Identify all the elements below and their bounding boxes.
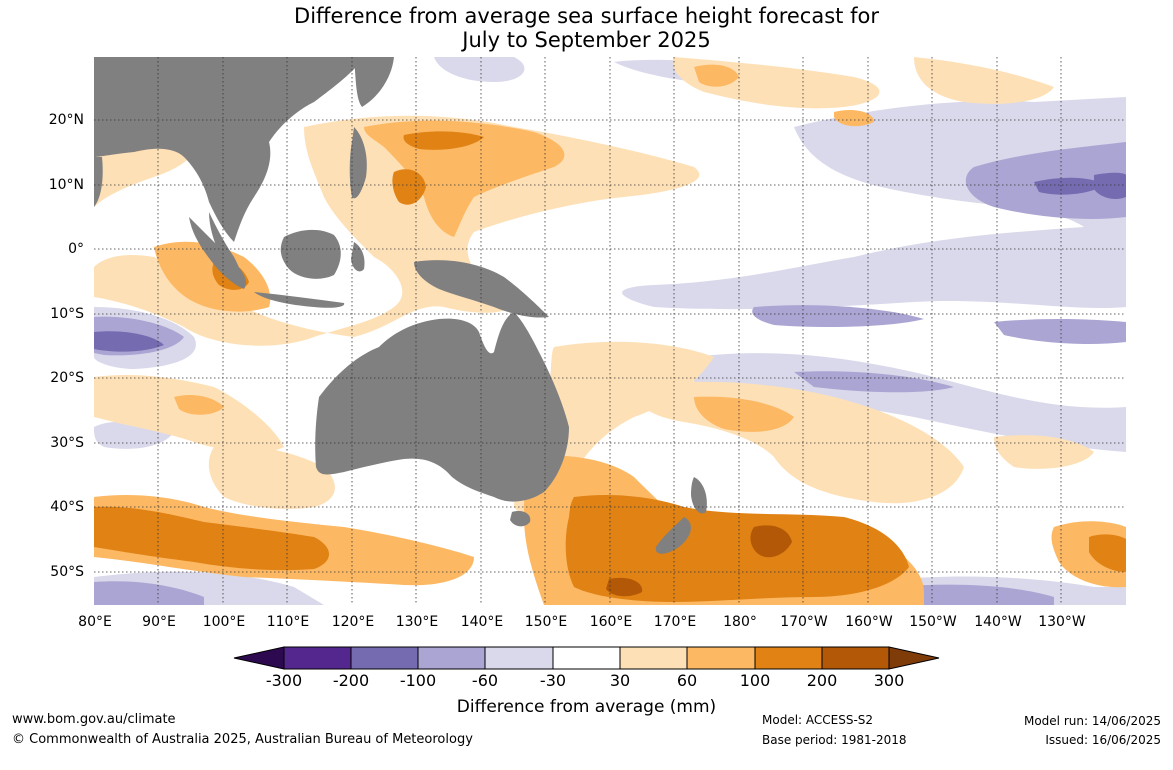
philippines	[349, 127, 367, 199]
title-line-2: July to September 2025	[462, 28, 711, 52]
lon-label-130e: 130°E	[395, 614, 439, 630]
australia	[315, 312, 569, 502]
asia-landmass	[94, 57, 364, 242]
base-period-text: Base period: 1981-2018	[762, 733, 907, 747]
lat-label-20s: 20°S	[50, 370, 84, 386]
colorbar-tick-8: 100	[739, 671, 771, 690]
colorbar-tick-10: 300	[873, 671, 905, 690]
lat-label-50s: 50°S	[50, 564, 84, 580]
colorbar-tick-5: -30	[539, 671, 567, 690]
colorbar-bin-6	[619, 646, 688, 670]
india-tip	[94, 157, 103, 207]
lat-label-10s: 10°S	[50, 306, 84, 322]
new-zealand-north	[691, 477, 707, 514]
lat-label-0: 0°	[68, 241, 84, 257]
colorbar-tick-1: -300	[265, 671, 303, 690]
colorbar-tick-2: -200	[332, 671, 370, 690]
model-run-text: Model run: 14/06/2025	[1023, 714, 1161, 728]
colorbar-extend-high	[888, 646, 940, 670]
lon-label-160e: 160°E	[589, 614, 633, 630]
lon-label-180: 180°	[723, 614, 757, 630]
colorbar-bin-5	[552, 646, 621, 670]
lon-label-130w: 130°W	[1038, 614, 1086, 630]
lon-label-90e: 90°E	[142, 614, 176, 630]
colorbar-bin-9	[821, 646, 890, 670]
lat-label-40s: 40°S	[50, 499, 84, 515]
sea-surface-height-map	[94, 57, 1126, 605]
model-text: Model: ACCESS-S2	[762, 713, 874, 727]
issued-text: Issued: 16/06/2025	[1045, 733, 1161, 747]
land-masses	[94, 57, 707, 554]
colorbar-bin-7	[686, 646, 756, 670]
lat-label-20n: 20°N	[48, 112, 84, 128]
website-link[interactable]: www.bom.gov.au/climate	[12, 712, 176, 727]
colorbar-tick-9: 200	[806, 671, 838, 690]
strong-positive-anomaly-regions	[94, 131, 1126, 602]
lon-label-140e: 140°E	[460, 614, 504, 630]
title-line-1: Difference from average sea surface heig…	[294, 4, 879, 28]
lon-label-170e: 170°E	[653, 614, 697, 630]
lon-label-150w: 150°W	[909, 614, 957, 630]
map-title: Difference from average sea surface heig…	[0, 4, 1173, 52]
borneo	[280, 229, 341, 279]
lon-label-170w: 170°W	[780, 614, 828, 630]
graticule	[94, 57, 1126, 605]
colorbar-canvas	[233, 646, 940, 670]
sumatra	[189, 217, 246, 289]
tasmania	[510, 511, 531, 527]
colorbar	[230, 644, 942, 674]
lon-label-80e: 80°E	[78, 614, 112, 630]
lat-label-10n: 10°N	[48, 177, 84, 193]
colorbar-tick-3: -100	[399, 671, 437, 690]
lon-label-110e: 110°E	[266, 614, 310, 630]
japan	[354, 57, 394, 107]
strong-negative-anomaly-regions	[94, 142, 1126, 605]
map-canvas	[94, 57, 1126, 605]
copyright-text: © Commonwealth of Australia 2025, Austra…	[12, 732, 473, 747]
colorbar-extend-low	[233, 646, 285, 670]
very-strong-negative-anomaly-regions	[94, 172, 1126, 352]
colorbar-label: Difference from average (mm)	[456, 697, 717, 717]
colorbar-tick-4: -60	[471, 671, 499, 690]
lon-label-120e: 120°E	[331, 614, 375, 630]
colorbar-bin-1	[283, 646, 352, 670]
new-guinea	[414, 260, 549, 318]
new-zealand-south	[655, 517, 691, 554]
colorbar-bin-2	[350, 646, 419, 670]
very-strong-positive-anomaly-regions	[606, 525, 792, 597]
lon-label-160w: 160°W	[845, 614, 893, 630]
lon-label-150e: 150°E	[524, 614, 568, 630]
colorbar-bin-3	[417, 646, 486, 670]
colorbar-tick-6: 30	[609, 671, 631, 690]
lat-label-30s: 30°S	[50, 435, 84, 451]
colorbar-bin-8	[754, 646, 823, 670]
lon-label-100e: 100°E	[202, 614, 246, 630]
colorbar-tick-7: 60	[676, 671, 698, 690]
colorbar-bin-4	[484, 646, 554, 670]
lon-label-140w: 140°W	[974, 614, 1022, 630]
java	[254, 292, 345, 308]
